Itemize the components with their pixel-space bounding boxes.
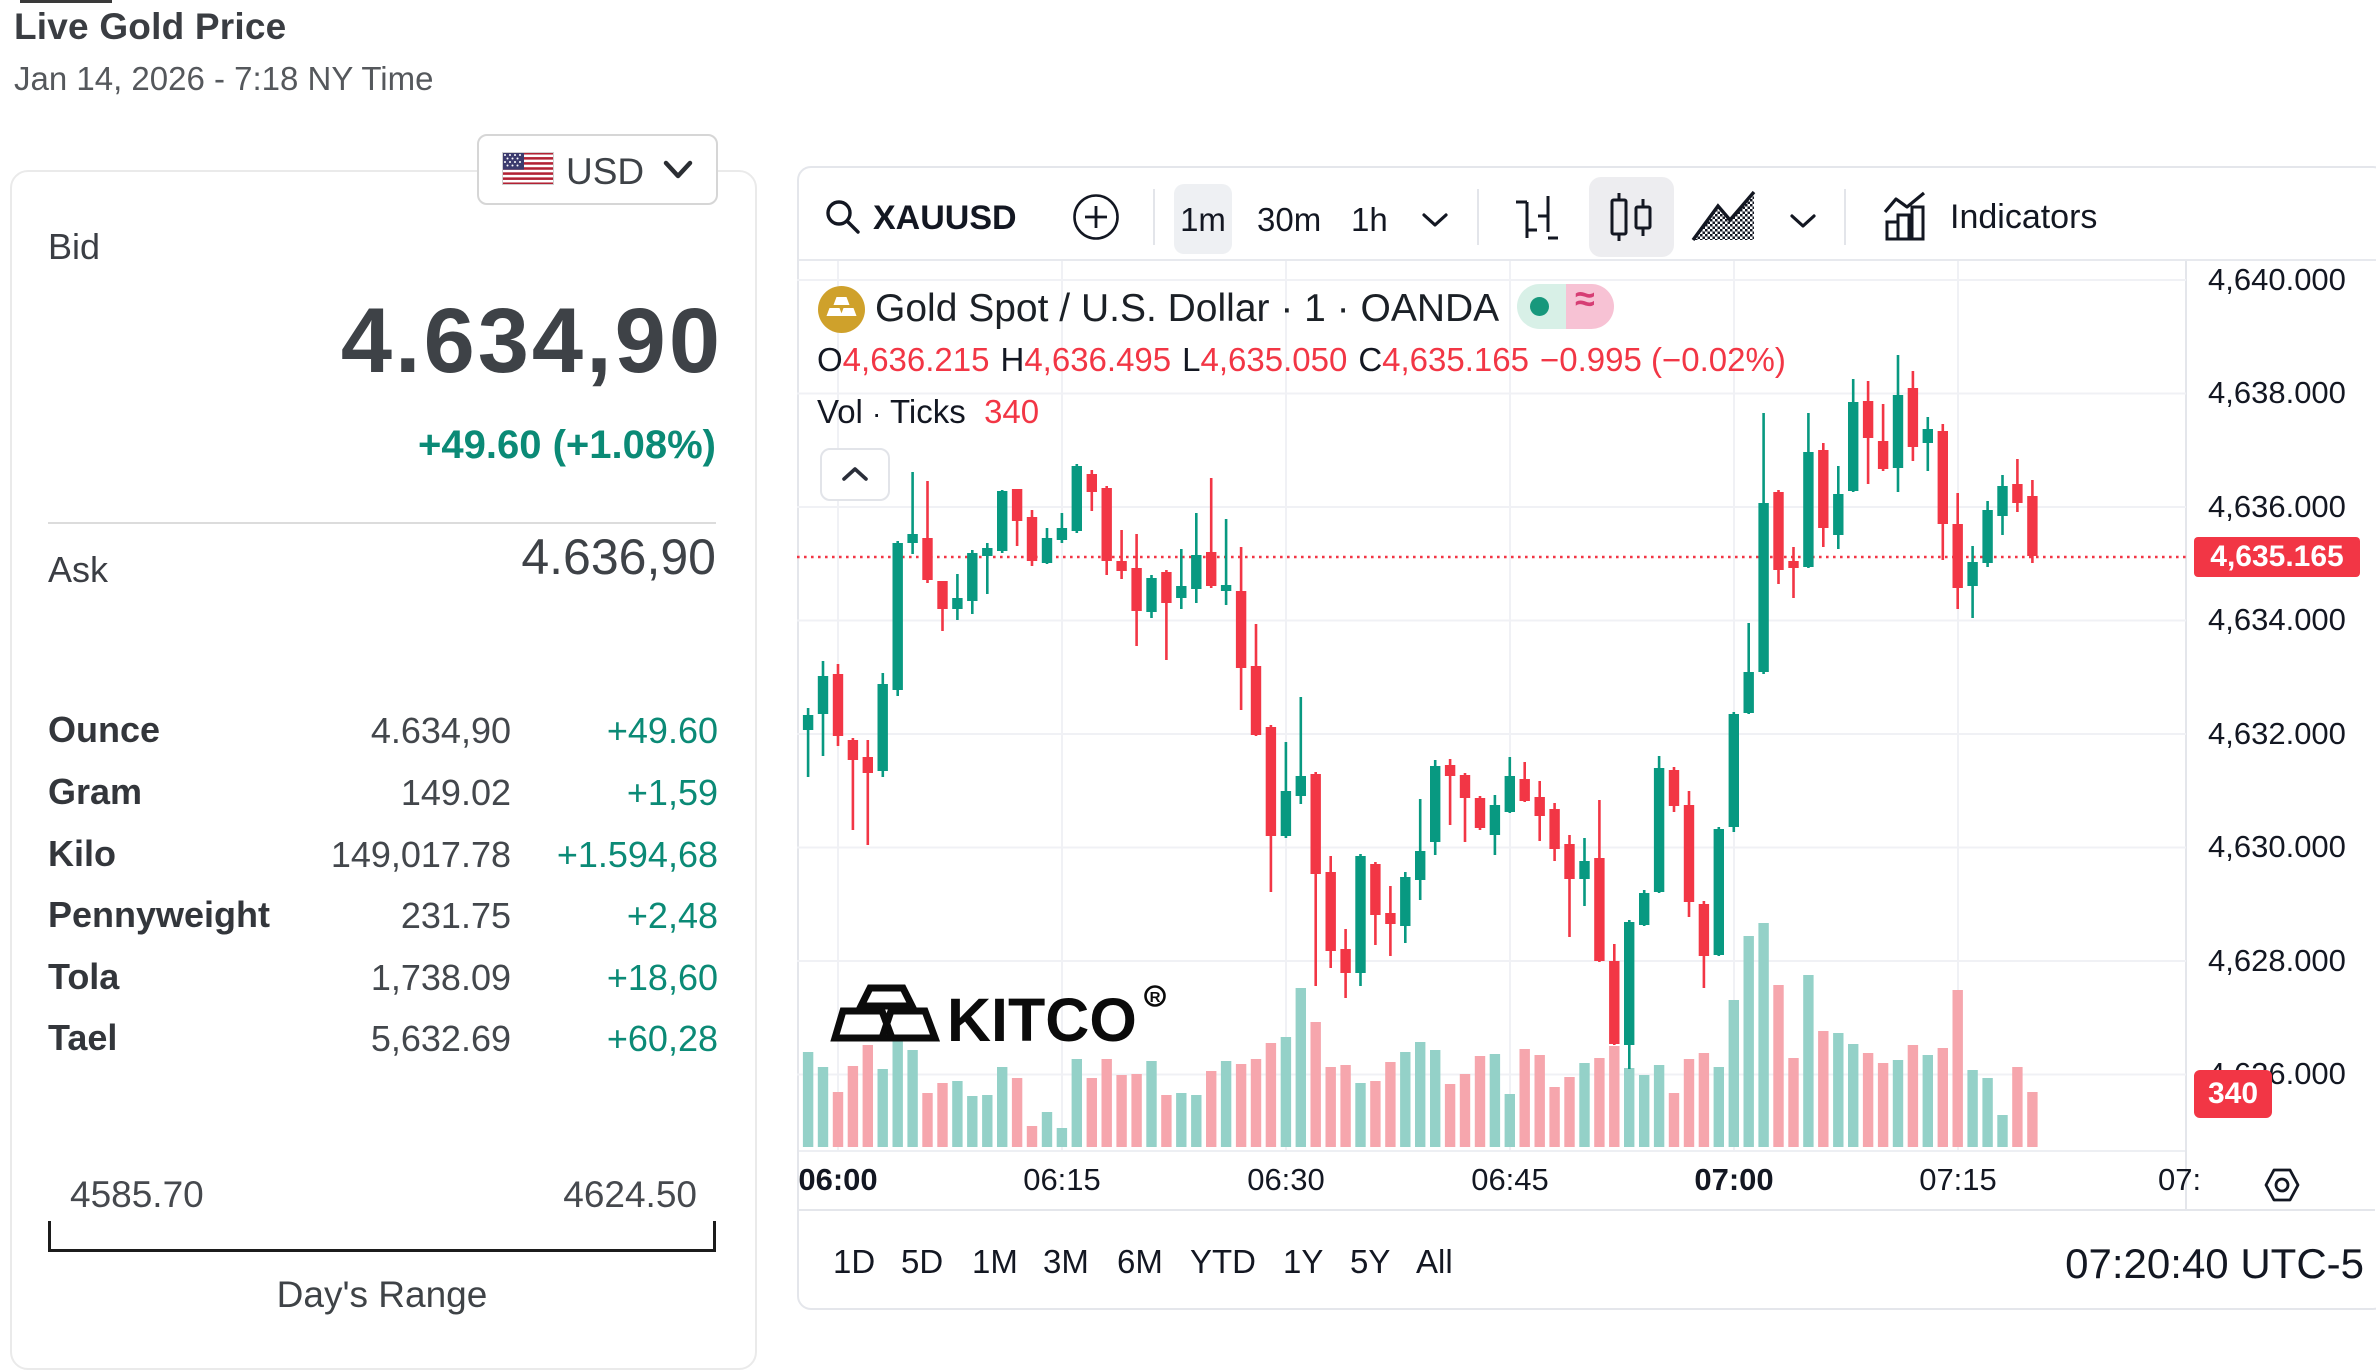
svg-text:R: R bbox=[1150, 989, 1161, 1006]
svg-text:KITCO: KITCO bbox=[947, 986, 1137, 1046]
